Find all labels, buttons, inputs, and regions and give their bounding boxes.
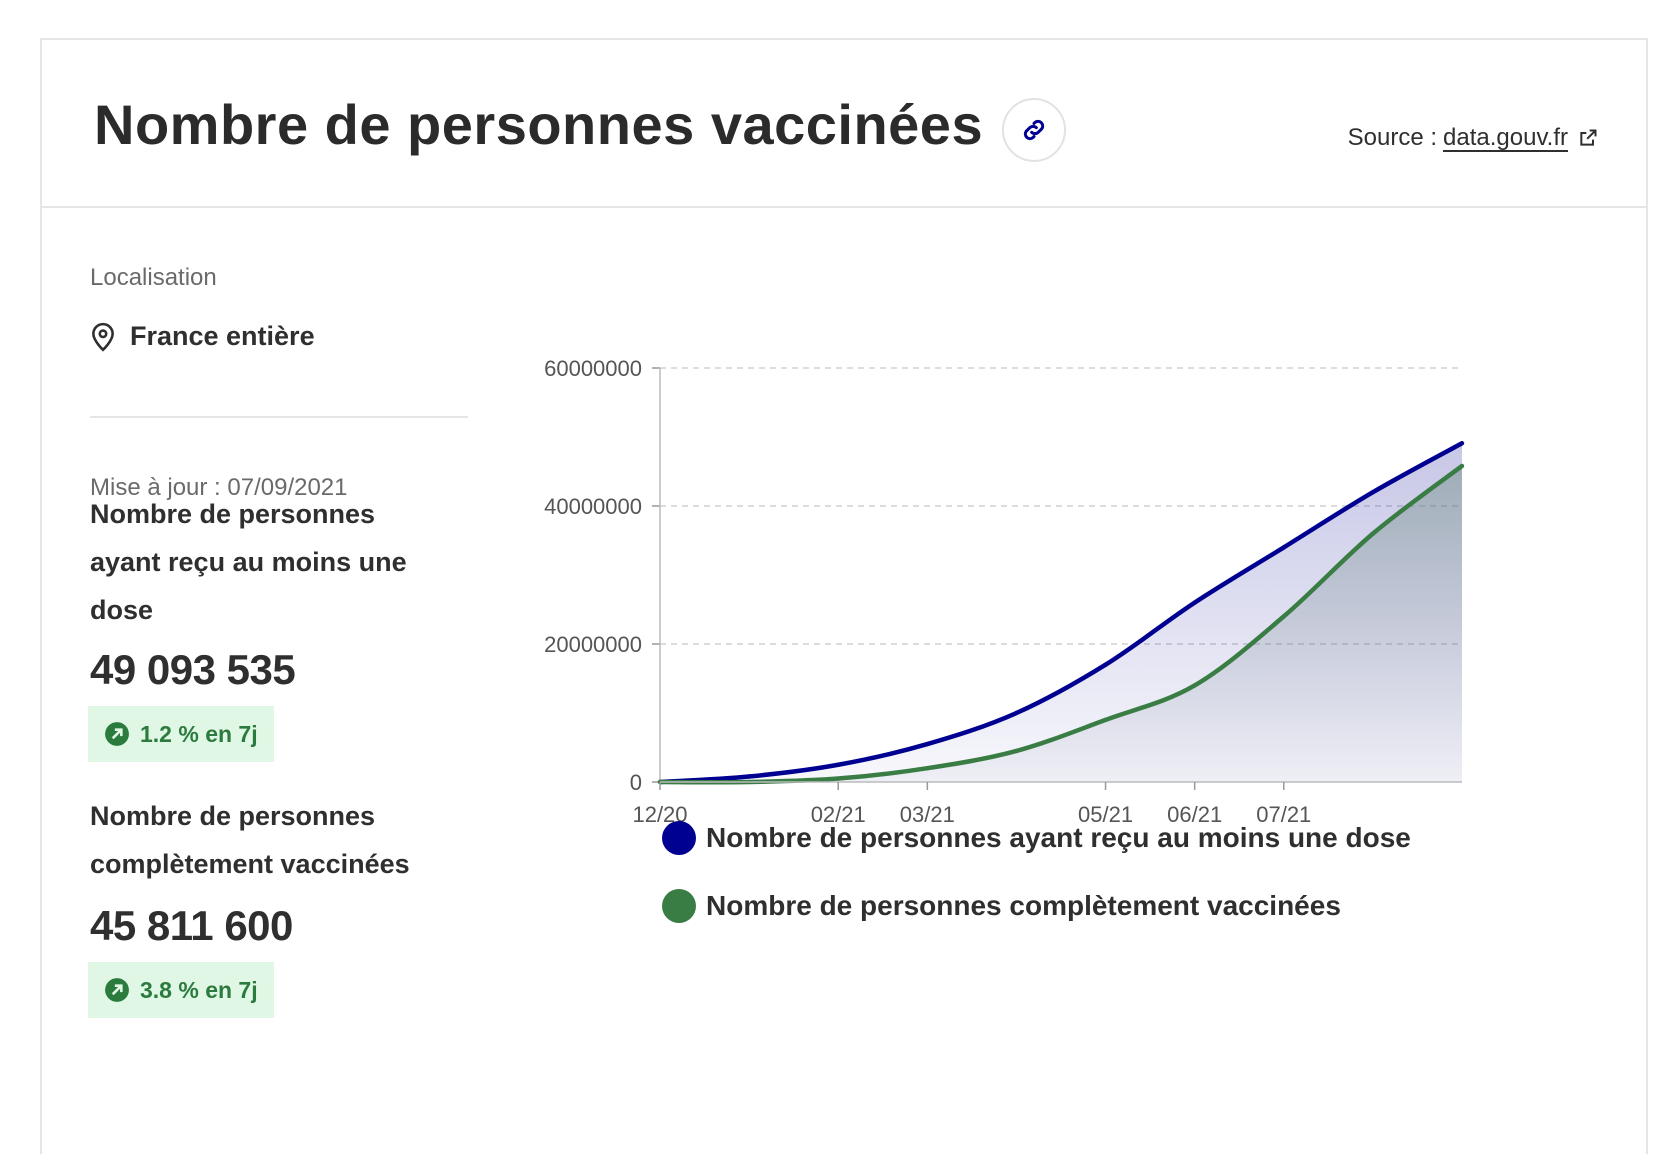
stat-value-complete: 45 811 600: [90, 902, 293, 949]
trend-badge-complete: 3.8 % en 7j: [88, 962, 274, 1018]
data-point: [1370, 490, 1376, 495]
update-date: Mise à jour : 07/09/2021: [90, 474, 348, 501]
y-tick-label: 40000000: [544, 494, 642, 519]
vaccination-chart: 60000000 40000000 20000000 0 12/20 02/21 03/21…: [542, 340, 1642, 860]
data-point: [836, 762, 841, 767]
location-value: France entière: [130, 321, 315, 351]
location-label: Localisation: [90, 264, 217, 291]
data-point: [1281, 545, 1286, 550]
y-tick-label: 0: [630, 770, 642, 795]
external-link-icon: [1580, 129, 1597, 146]
source-link[interactable]: data.gouv.fr: [1443, 124, 1598, 152]
x-tick-label: 02/21: [811, 802, 866, 827]
x-tick-label: 05/21: [1078, 802, 1133, 827]
data-point: [1281, 614, 1286, 619]
data-point: [925, 741, 930, 747]
stat-label-complete: Nombre de personnes complètement vacciné…: [90, 801, 410, 879]
data-point: [1459, 463, 1465, 469]
x-tick-label: 03/21: [900, 802, 955, 827]
data-point: [1459, 441, 1465, 446]
trend-up-icon: [105, 978, 129, 1002]
x-tick-label: 07/21: [1256, 802, 1311, 827]
source-link-label: data.gouv.fr: [1443, 124, 1568, 151]
trend-badge-dose1: 1.2 % en 7j: [88, 706, 274, 762]
data-point: [836, 776, 841, 781]
series-line-1: [659, 464, 1464, 785]
legend-dot-complete: [662, 889, 696, 923]
divider: [90, 416, 468, 418]
data-point: [1103, 717, 1108, 723]
data-point: [1014, 748, 1019, 754]
location-selector[interactable]: France entière: [90, 321, 315, 352]
data-point: [1370, 531, 1376, 536]
map-pin-icon: [92, 322, 114, 352]
page-title: Nombre de personnes vaccinées: [94, 93, 984, 156]
data-point: [1014, 710, 1019, 716]
x-tick-label: 06/21: [1167, 802, 1222, 827]
y-tick-label: 20000000: [544, 632, 642, 657]
legend-item-complete[interactable]: Nombre de personnes complètement vacciné…: [662, 888, 1411, 924]
source-prefix: Source :: [1347, 124, 1438, 151]
legend-item-dose1[interactable]: Nombre de personnes ayant reçu au moins …: [662, 820, 1411, 856]
data-point: [1103, 662, 1108, 667]
data-point: [746, 774, 752, 779]
chart-legend: Nombre de personnes ayant reçu au moins …: [662, 820, 1411, 956]
trend-up-icon: [105, 722, 129, 746]
card-header: Nombre de personnes vaccinées Source : d…: [42, 40, 1646, 208]
vaccination-card: Nombre de personnes vaccinées Source : d…: [40, 38, 1648, 1154]
legend-label-dose1: Nombre de personnes ayant reçu au moins …: [706, 822, 1411, 853]
stat-label-dose1: Nombre de personnes ayant reçu au moins …: [90, 499, 407, 625]
series-line-0: [659, 441, 1464, 785]
series-area-1: [660, 465, 1462, 783]
legend-label-complete: Nombre de personnes complètement vacciné…: [706, 890, 1341, 921]
link-icon: [1023, 119, 1045, 141]
legend-dot-dose1: [662, 821, 696, 855]
stat-value-dose1: 49 093 535: [90, 646, 296, 693]
y-tick-label: 60000000: [544, 356, 642, 381]
data-point: [1192, 600, 1197, 605]
trend-badge-text: 3.8 % en 7j: [140, 976, 258, 1003]
trend-badge-text: 1.2 % en 7j: [140, 720, 258, 747]
source: Source : data.gouv.fr: [1348, 124, 1598, 152]
data-point: [1192, 683, 1197, 688]
data-point: [925, 766, 930, 771]
copy-link-button[interactable]: [1002, 98, 1066, 162]
